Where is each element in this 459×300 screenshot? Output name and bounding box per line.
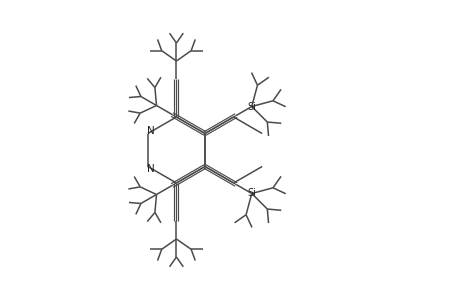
Text: Si: Si: [247, 188, 256, 199]
Text: Si: Si: [247, 101, 256, 112]
Text: N: N: [146, 164, 154, 173]
Text: N: N: [146, 127, 154, 136]
